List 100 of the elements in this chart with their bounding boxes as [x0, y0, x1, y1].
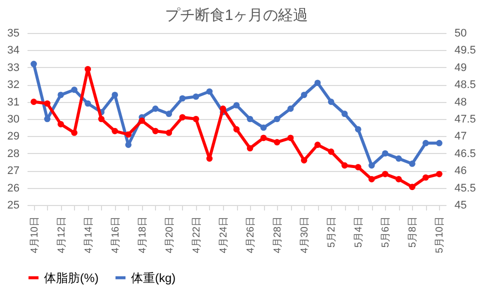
x-tick-label: 4月14日: [83, 216, 94, 254]
x-tick-label: 4月24日: [218, 216, 230, 254]
point: [179, 95, 186, 102]
y-tick-label: 30: [7, 114, 20, 126]
point: [152, 128, 159, 134]
point: [220, 106, 226, 112]
point: [233, 126, 240, 132]
point: [396, 155, 402, 162]
y2-tick-label: 47: [454, 130, 467, 143]
x-tick-label: 5月2日: [326, 216, 338, 248]
x-tick-label: 4月10日: [29, 216, 40, 254]
point: [112, 92, 118, 98]
y2-tick-label: 48.5: [454, 79, 476, 92]
point: [314, 80, 321, 86]
point: [260, 124, 267, 131]
point: [246, 145, 254, 152]
y2-tick-label: 46.5: [454, 148, 476, 160]
point: [192, 116, 200, 122]
x-tick-label: 4月26日: [246, 216, 257, 254]
x-tick-label: 5月8日: [408, 216, 419, 248]
point: [341, 110, 348, 117]
point: [44, 100, 50, 107]
y2-tick-label: 46: [454, 165, 467, 178]
x-tick-label: 4月16日: [110, 216, 122, 254]
point: [314, 142, 321, 148]
point: [422, 140, 429, 146]
point: [260, 134, 267, 142]
point: [206, 88, 213, 95]
x-tick-label: 4月18日: [137, 216, 148, 254]
y-tick-label: 29: [7, 130, 20, 143]
y-tick-label: 32: [7, 79, 20, 92]
point: [179, 114, 186, 120]
point: [233, 102, 240, 108]
x-tick-label: 4月12日: [56, 216, 68, 254]
point: [436, 170, 442, 178]
point: [30, 98, 37, 105]
x-tick-label: 5月4日: [354, 216, 365, 248]
y-tick-label: 33: [7, 62, 20, 74]
point: [328, 98, 334, 105]
point: [341, 162, 348, 169]
point: [71, 86, 78, 93]
point: [84, 100, 91, 107]
x-tick-label: 4月28日: [272, 216, 284, 254]
point: [112, 128, 118, 134]
y-tick-label: 25: [7, 200, 20, 212]
x-tick-label: 4月20日: [164, 216, 176, 254]
y2-tick-label: 45.5: [454, 182, 476, 194]
point: [125, 131, 132, 138]
point: [287, 134, 294, 142]
y-tick-label: 27: [7, 165, 20, 178]
point: [192, 93, 200, 100]
point: [396, 176, 402, 182]
y2-tick-label: 49.5: [454, 44, 476, 57]
y-tick-label: 26: [7, 182, 20, 194]
y-tick-label: 31: [7, 96, 20, 108]
point: [409, 160, 416, 167]
point: [287, 106, 294, 112]
legend-label: 体重(kg): [131, 270, 176, 285]
y2-tick-label: 45: [454, 200, 467, 212]
point: [328, 148, 334, 155]
point: [125, 142, 132, 148]
point: [300, 92, 308, 98]
x-tick-label: 4月22日: [191, 216, 202, 254]
point: [368, 162, 375, 169]
point: [246, 116, 254, 122]
point: [138, 118, 146, 124]
point: [58, 92, 64, 98]
point: [422, 174, 429, 181]
x-tick-label: 5月6日: [380, 216, 392, 248]
y-tick-label: 34: [7, 44, 20, 57]
legend-label: 体脂肪(%): [44, 270, 99, 285]
point: [409, 184, 416, 190]
y2-tick-label: 47.5: [454, 114, 476, 126]
chart-title: プチ断食1ヶ月の経過: [164, 7, 308, 24]
point: [152, 106, 159, 112]
y2-tick-label: 48: [454, 96, 467, 108]
point: [58, 121, 64, 128]
point: [30, 60, 37, 68]
point: [274, 116, 280, 122]
point: [44, 116, 50, 122]
point: [71, 130, 78, 136]
point: [354, 126, 362, 132]
point: [98, 116, 104, 122]
point: [166, 110, 172, 117]
point: [300, 157, 308, 164]
point: [382, 150, 388, 157]
y-tick-label: 35: [7, 28, 20, 40]
point: [368, 176, 375, 182]
y2-tick-label: 50: [454, 28, 467, 40]
y2-tick-label: 49: [454, 62, 467, 74]
point: [354, 164, 362, 170]
y-tick-label: 28: [7, 148, 20, 160]
x-tick-label: 4月30日: [300, 216, 311, 254]
point: [84, 66, 91, 72]
point: [382, 170, 388, 178]
point: [206, 155, 213, 162]
point: [274, 139, 280, 146]
x-tick-label: 5月10日: [434, 216, 446, 254]
point: [166, 130, 172, 136]
point: [436, 140, 442, 146]
